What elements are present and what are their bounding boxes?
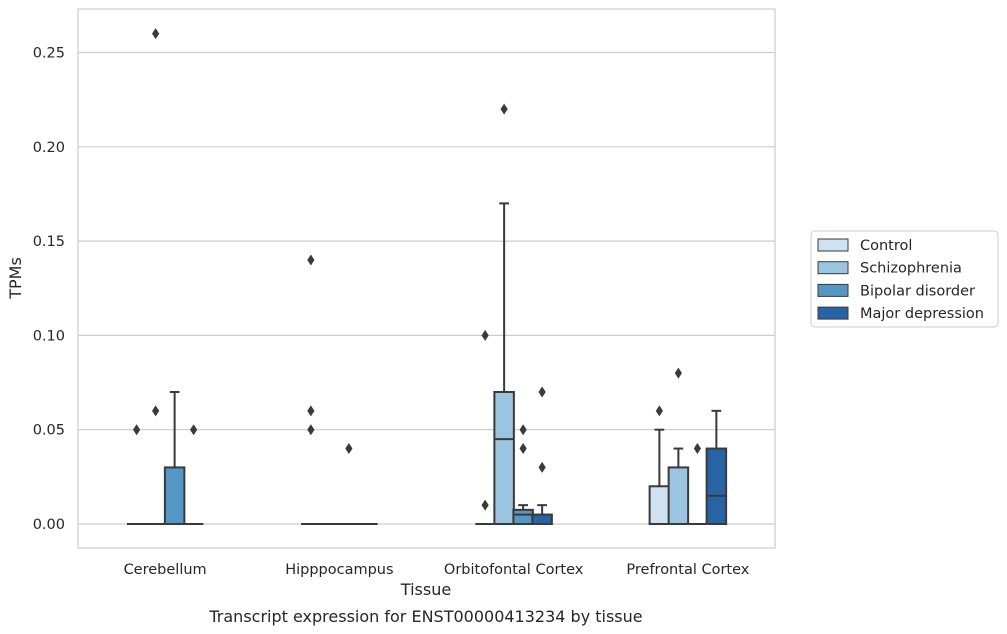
- y-tick-labels: 0.00 0.05 0.10 0.15 0.20 0.25: [33, 46, 65, 534]
- legend-label: Bipolar disorder: [860, 283, 975, 299]
- outlier-marker: [152, 405, 160, 417]
- box-body: [163, 466, 186, 526]
- outlier-marker: [345, 443, 353, 455]
- box-body: [531, 513, 553, 526]
- box-2-2: [512, 504, 534, 526]
- x-tick-label: Hipppocampus: [285, 562, 393, 578]
- box-body: [705, 447, 728, 525]
- x-axis-label: Tissue: [400, 580, 451, 599]
- box-body: [512, 508, 534, 526]
- legend-swatch: [817, 306, 849, 320]
- outlier-marker: [500, 103, 508, 115]
- legend-swatch: [817, 261, 849, 275]
- legend-label: Schizophrenia: [860, 261, 962, 277]
- legend-frame: [810, 230, 999, 328]
- outlier-marker: [133, 424, 141, 436]
- box-1-2: [493, 202, 515, 526]
- outlier-marker: [152, 28, 160, 40]
- outlier-marker: [519, 443, 527, 455]
- x-tick-label: Orbitofontal Cortex: [444, 562, 584, 578]
- y-tick-label: 0.20: [33, 140, 65, 156]
- box-body: [493, 390, 515, 526]
- box-0-3: [648, 428, 671, 525]
- outlier-marker: [519, 424, 527, 436]
- outlier-marker: [481, 499, 489, 511]
- outlier-marker: [307, 405, 315, 417]
- outlier-markers: [133, 28, 701, 511]
- outlier-marker: [190, 424, 198, 436]
- outlier-marker: [674, 367, 682, 379]
- legend-swatch: [817, 283, 849, 297]
- outlier-marker: [693, 443, 701, 455]
- legend-swatch: [817, 238, 849, 252]
- legend: Control Schizophrenia Bipolar disorder Majo…: [810, 230, 999, 328]
- y-tick-label: 0.10: [33, 328, 65, 344]
- y-axis-label: TPMs: [6, 257, 25, 300]
- box-body: [648, 485, 671, 525]
- y-tick-label: 0.05: [33, 423, 65, 439]
- x-tick-label: Cerebellum: [124, 562, 207, 578]
- y-tick-label: 0.15: [33, 234, 65, 250]
- box-1-3: [667, 447, 690, 526]
- x-tick-labels: Cerebellum Hipppocampus Orbitofontal Corte…: [124, 562, 750, 578]
- box-body: [667, 466, 690, 526]
- legend-label: Major depression: [860, 306, 984, 322]
- box-3-3: [705, 409, 728, 525]
- box-3-2: [531, 504, 553, 526]
- box-2-0: [163, 390, 186, 526]
- plot-frame: [77, 8, 776, 549]
- outlier-marker: [538, 461, 546, 473]
- legend-label: Control: [860, 238, 912, 254]
- outlier-marker: [655, 405, 663, 417]
- box-groups: [126, 202, 728, 526]
- y-tick-label: 0.25: [33, 46, 65, 62]
- outlier-marker: [538, 386, 546, 398]
- chart-caption: Transcript expression for ENST0000041323…: [208, 607, 642, 626]
- outlier-marker: [307, 424, 315, 436]
- x-tick-label: Prefrontal Cortex: [626, 562, 749, 578]
- grid-lines: [78, 51, 775, 525]
- outlier-marker: [307, 254, 315, 266]
- y-tick-label: 0.00: [33, 517, 65, 533]
- outlier-marker: [481, 329, 489, 341]
